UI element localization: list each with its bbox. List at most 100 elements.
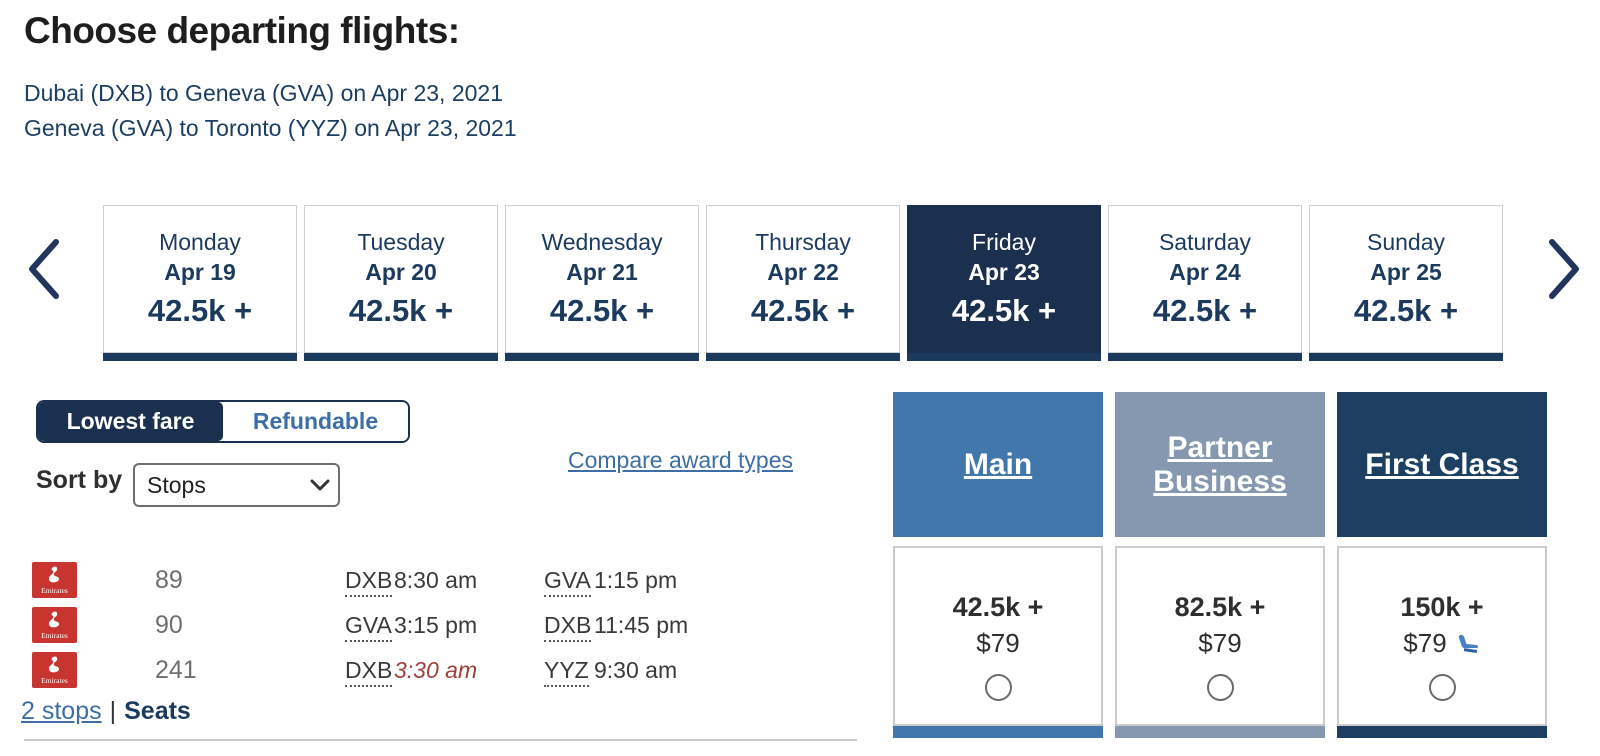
stops-link[interactable]: 2 stops	[21, 697, 102, 725]
row-divider	[24, 739, 857, 741]
date-card-underline	[1108, 353, 1302, 361]
fare-cell-underline	[893, 726, 1103, 738]
next-dates-button[interactable]	[1544, 236, 1584, 302]
date-card-day: Thursday	[755, 229, 851, 255]
date-card-underline	[1309, 353, 1503, 361]
fare-taxes: $79	[1403, 628, 1447, 658]
flight-segment-row: Emirates 241 DXB 3:30 am YYZ 9:30 am	[32, 652, 862, 690]
flight-number: 89	[155, 566, 183, 594]
emirates-logo: Emirates	[32, 607, 77, 643]
date-card-monday[interactable]: Monday Apr 19 42.5k +	[103, 205, 297, 353]
date-card-date: Apr 24	[1169, 259, 1241, 285]
date-card-saturday[interactable]: Saturday Apr 24 42.5k +	[1108, 205, 1302, 353]
fare-column-header-first-class: First Class	[1337, 392, 1547, 537]
flight-segment-row: Emirates 89 DXB 8:30 am GVA 1:15 pm	[32, 562, 862, 600]
fare-radio-first-class[interactable]	[1428, 674, 1456, 701]
date-card-wednesday[interactable]: Wednesday Apr 21 42.5k +	[505, 205, 699, 353]
date-card-day: Wednesday	[541, 229, 663, 255]
compare-award-types-link[interactable]: Compare award types	[568, 447, 793, 473]
toggle-lowest-fare[interactable]: Lowest fare	[38, 402, 223, 441]
departure-airport-code[interactable]: GVA	[345, 612, 392, 642]
date-card-date: Apr 21	[566, 259, 638, 285]
date-card-tuesday[interactable]: Tuesday Apr 20 42.5k +	[304, 205, 498, 353]
fare-option-partner-business[interactable]: 82.5k + $79	[1115, 546, 1325, 726]
chevron-right-icon	[1549, 239, 1579, 299]
date-card-fare: 42.5k +	[147, 293, 253, 328]
arrival-time: 11:45 pm	[594, 612, 689, 638]
date-card-day: Sunday	[1366, 229, 1445, 255]
toggle-refundable[interactable]: Refundable	[223, 402, 408, 441]
date-card-fare: 42.5k +	[750, 293, 856, 328]
date-card-underline	[706, 353, 900, 361]
departure-airport-code[interactable]: DXB	[345, 567, 393, 597]
svg-text:Emirates: Emirates	[41, 676, 68, 685]
fare-column-label[interactable]: First Class	[1365, 447, 1519, 481]
fare-radio-partner-business[interactable]	[1206, 674, 1234, 701]
date-card-day: Saturday	[1158, 229, 1252, 255]
fare-cell-underline	[1115, 726, 1325, 738]
flight-segment-row: Emirates 90 GVA 3:15 pm DXB 11:45 pm	[32, 607, 862, 645]
fare-cell-underline	[1337, 726, 1547, 738]
fare-column-label[interactable]: Main	[963, 447, 1033, 481]
page-title: Choose departing flights:	[24, 10, 460, 51]
date-card-underline	[907, 353, 1101, 361]
fare-option-first-class[interactable]: 150k + $79	[1337, 546, 1547, 726]
date-card-underline	[505, 353, 699, 361]
date-card-underline	[304, 353, 498, 361]
date-card-thursday[interactable]: Thursday Apr 22 42.5k +	[706, 205, 900, 353]
date-card-date: Apr 22	[767, 259, 839, 285]
date-card-date: Apr 25	[1370, 259, 1442, 285]
date-card-day: Monday	[159, 229, 241, 255]
date-card-day: Friday	[972, 229, 1036, 255]
fare-option-main[interactable]: 42.5k + $79	[893, 546, 1103, 726]
svg-text:Emirates: Emirates	[41, 586, 68, 595]
separator: |	[109, 697, 117, 725]
lie-flat-seat-icon	[1457, 633, 1481, 655]
flight-number: 241	[155, 656, 197, 684]
date-card-date: Apr 23	[968, 259, 1040, 285]
route-summary: Dubai (DXB) to Geneva (GVA) on Apr 23, 2…	[24, 76, 517, 146]
date-card-day: Tuesday	[357, 229, 445, 255]
fare-column-header-partner-business: Partner Business	[1115, 392, 1325, 537]
emirates-logo: Emirates	[32, 562, 77, 598]
date-card-fare: 42.5k +	[1152, 293, 1258, 328]
fare-taxes: $79	[1198, 628, 1242, 658]
date-card-fare: 42.5k +	[549, 293, 655, 328]
chevron-left-icon	[29, 239, 59, 299]
fare-miles: 42.5k +	[952, 592, 1044, 622]
sort-dropdown[interactable]: Stops	[133, 463, 340, 507]
previous-dates-button[interactable]	[24, 236, 64, 302]
fare-radio-main[interactable]	[984, 674, 1012, 701]
fare-miles: 150k +	[1400, 592, 1484, 622]
fare-miles: 82.5k +	[1174, 592, 1266, 622]
fare-type-toggle: Lowest fare Refundable	[36, 400, 410, 443]
arrival-airport-code[interactable]: DXB	[544, 612, 592, 642]
date-card-sunday[interactable]: Sunday Apr 25 42.5k +	[1309, 205, 1503, 353]
date-card-underline	[103, 353, 297, 361]
route-line-2: Geneva (GVA) to Toronto (YYZ) on Apr 23,…	[24, 115, 517, 141]
arrival-airport-code[interactable]: GVA	[544, 567, 591, 597]
date-card-fare: 42.5k +	[348, 293, 454, 328]
date-card-fare: 42.5k +	[1353, 293, 1459, 328]
departure-airport-code[interactable]: DXB	[345, 657, 393, 687]
arrival-airport-code[interactable]: YYZ	[544, 657, 589, 687]
departure-time-next-day: 3:30 am	[394, 657, 478, 683]
fare-cell-main: 42.5k + $79	[893, 546, 1103, 738]
arrival-time: 9:30 am	[594, 657, 678, 683]
sort-dropdown-wrap: Stops	[133, 463, 340, 507]
fare-column-label[interactable]: Partner Business	[1153, 430, 1287, 498]
stops-seats-line: 2 stops | Seats	[21, 697, 191, 726]
seats-label: Seats	[124, 697, 191, 725]
fare-taxes: $79	[976, 628, 1020, 658]
date-card-friday-selected[interactable]: Friday Apr 23 42.5k +	[907, 205, 1101, 353]
date-card-date: Apr 19	[164, 259, 236, 285]
departure-time: 3:15 pm	[394, 612, 478, 638]
date-card-fare: 42.5k +	[951, 293, 1057, 328]
sort-by-label: Sort by	[36, 466, 123, 494]
svg-text:Emirates: Emirates	[41, 631, 68, 640]
fare-column-header-main: Main	[893, 392, 1103, 537]
date-carousel: Monday Apr 19 42.5k + Tuesday Apr 20 42.…	[103, 205, 1510, 361]
emirates-logo: Emirates	[32, 652, 77, 688]
fare-cell-partner-business: 82.5k + $79	[1115, 546, 1325, 738]
